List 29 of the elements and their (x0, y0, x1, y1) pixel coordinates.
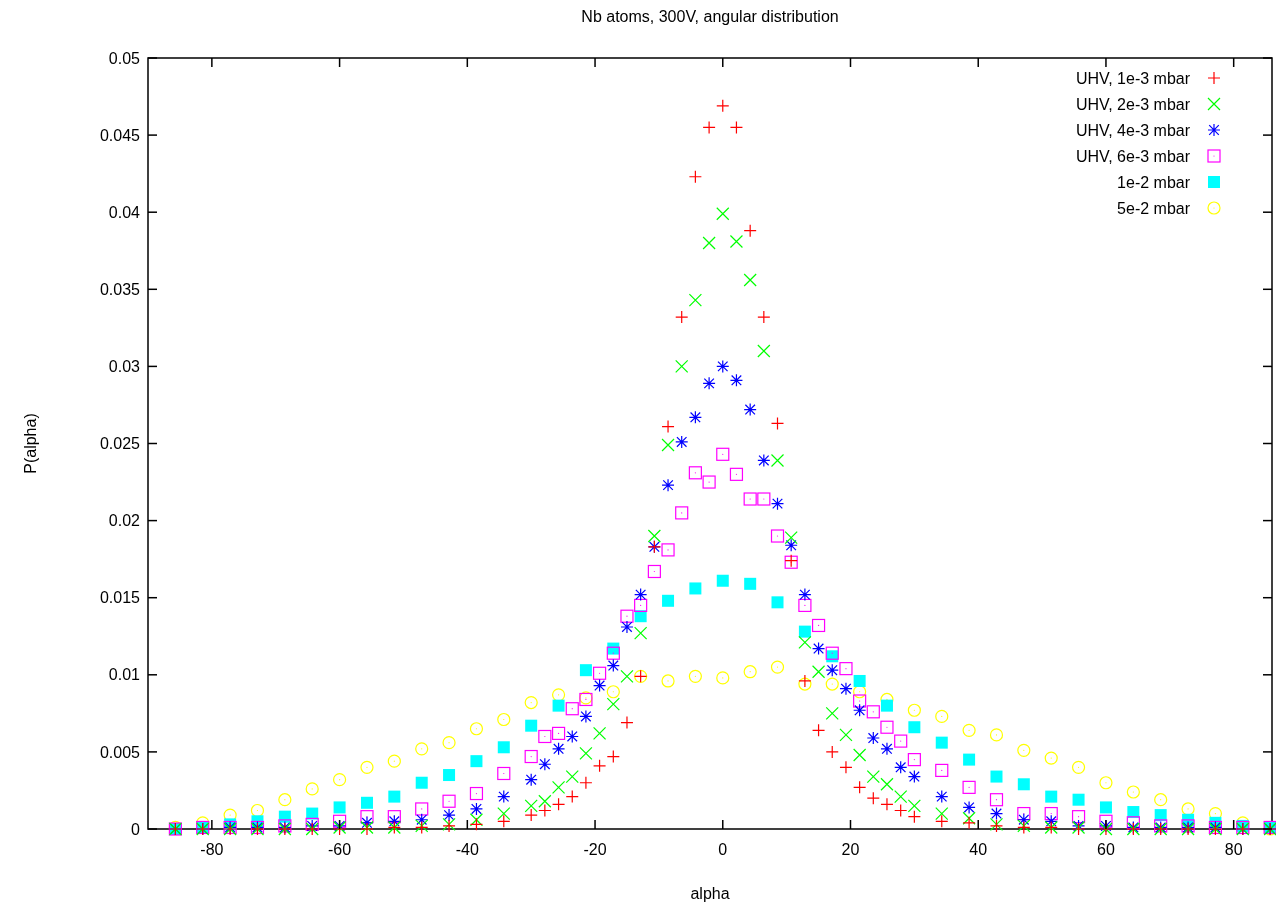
y-tick-label: 0.025 (99, 435, 141, 453)
y-tick-label: 0.015 (99, 589, 141, 607)
y-tick-label: 0.035 (99, 280, 141, 298)
y-tick-label: 0.02 (108, 512, 141, 530)
x-tick-label: 60 (1097, 841, 1115, 858)
x-tick-label: -40 (455, 841, 479, 858)
x-tick-label: 20 (841, 841, 860, 858)
y-tick-label: 0.01 (108, 666, 141, 684)
legend-label: 1e-2 mbar (1117, 173, 1191, 191)
x-axis-title: alpha (690, 885, 730, 902)
legend-label: UHV, 4e-3 mbar (1075, 121, 1191, 139)
x-tick-label: -60 (328, 841, 352, 858)
legend-label: UHV, 1e-3 mbar (1075, 69, 1191, 87)
legend-label: 5e-2 mbar (1117, 199, 1191, 217)
chart-title: Nb atoms, 300V, angular distribution (581, 8, 839, 25)
x-tick-label: 80 (1224, 841, 1243, 858)
y-tick-label: 0 (131, 820, 141, 838)
y-tick-label: 0.03 (108, 358, 141, 375)
y-axis-title: P(alpha) (22, 413, 39, 474)
y-tick-label: 0.005 (99, 743, 141, 761)
y-tick-label: 0.04 (108, 203, 141, 221)
x-tick-label: 40 (969, 841, 988, 858)
legend-label: UHV, 2e-3 mbar (1075, 95, 1191, 113)
legend-label: UHV, 6e-3 mbar (1075, 147, 1191, 165)
x-tick-label: -80 (200, 841, 224, 858)
x-tick-label: 0 (718, 841, 728, 858)
x-tick-label: -20 (583, 841, 607, 858)
y-tick-label: 0.045 (99, 126, 141, 144)
y-tick-label: 0.05 (108, 49, 141, 67)
